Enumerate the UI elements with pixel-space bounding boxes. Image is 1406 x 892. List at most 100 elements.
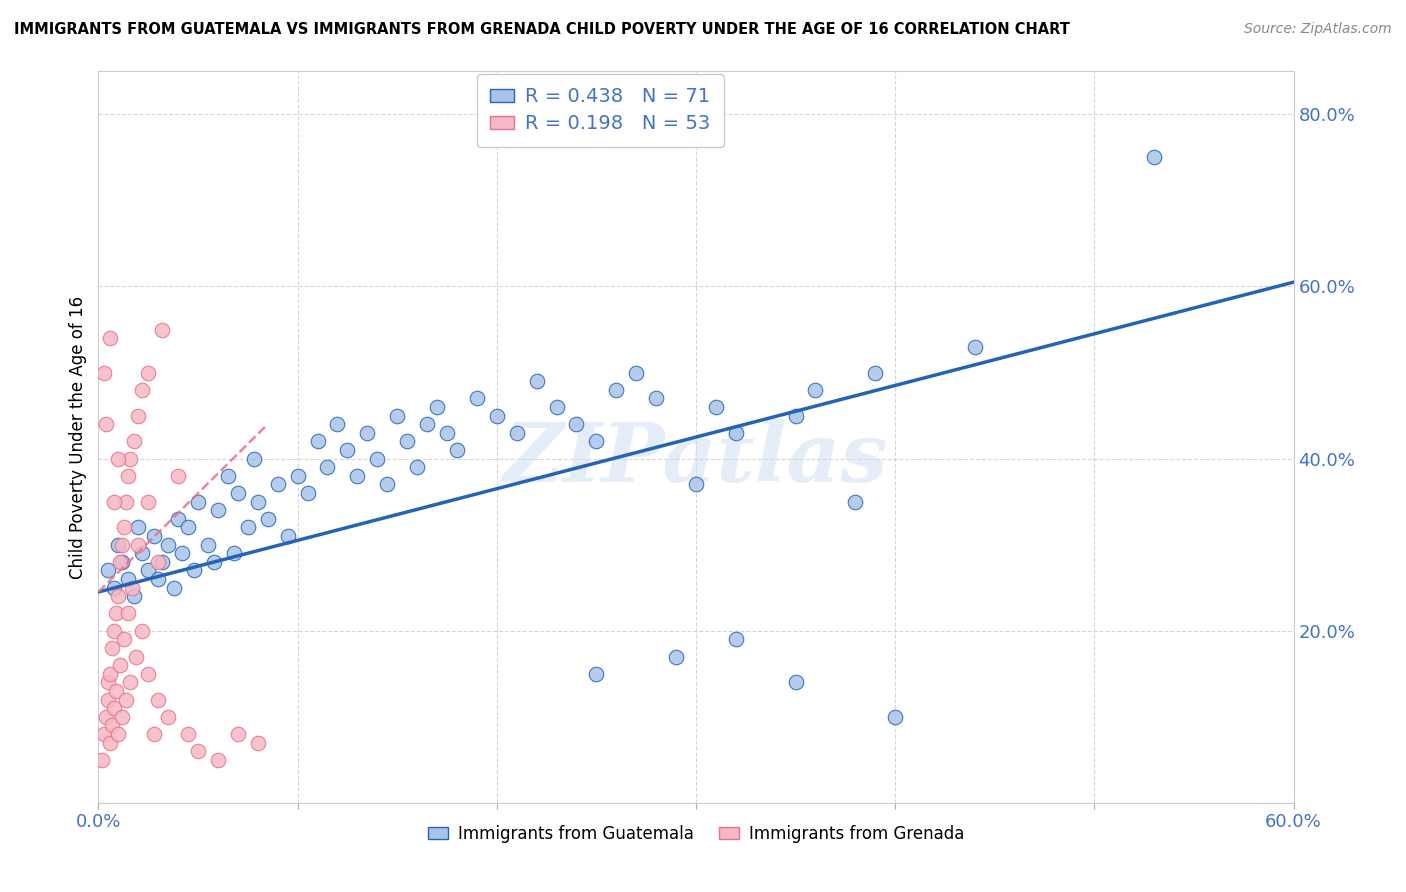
Point — [865, 366, 887, 380]
Point — [115, 494, 138, 508]
Point — [117, 607, 139, 621]
Point — [565, 417, 588, 432]
Point — [356, 425, 378, 440]
Point — [98, 666, 122, 681]
Point — [124, 434, 146, 449]
Point — [101, 718, 124, 732]
Point — [97, 564, 120, 578]
Point — [267, 477, 290, 491]
Point — [107, 589, 129, 603]
Point — [110, 658, 132, 673]
Point — [436, 425, 458, 440]
Point — [326, 417, 349, 432]
Point — [117, 468, 139, 483]
Point — [375, 477, 398, 491]
Point — [105, 607, 128, 621]
Point — [226, 727, 249, 741]
Point — [785, 409, 807, 423]
Point — [127, 538, 149, 552]
Point — [197, 538, 219, 552]
Point — [665, 649, 688, 664]
Point — [103, 624, 125, 638]
Point — [785, 675, 807, 690]
Point — [121, 581, 143, 595]
Point — [605, 383, 627, 397]
Point — [246, 494, 269, 508]
Point — [177, 520, 200, 534]
Point — [107, 451, 129, 466]
Point — [167, 512, 190, 526]
Point — [297, 486, 319, 500]
Point — [183, 564, 205, 578]
Point — [385, 409, 409, 423]
Point — [506, 425, 529, 440]
Legend: Immigrants from Guatemala, Immigrants from Grenada: Immigrants from Guatemala, Immigrants fr… — [422, 818, 970, 849]
Point — [136, 564, 159, 578]
Point — [626, 366, 648, 380]
Text: Source: ZipAtlas.com: Source: ZipAtlas.com — [1244, 22, 1392, 37]
Point — [105, 684, 128, 698]
Point — [103, 581, 125, 595]
Point — [111, 538, 134, 552]
Point — [115, 692, 138, 706]
Point — [222, 546, 245, 560]
Point — [585, 666, 607, 681]
Point — [107, 727, 129, 741]
Point — [150, 322, 173, 336]
Point — [277, 529, 299, 543]
Point — [96, 710, 118, 724]
Point — [143, 727, 166, 741]
Point — [131, 383, 153, 397]
Point — [98, 735, 122, 749]
Point — [112, 632, 135, 647]
Point — [207, 753, 229, 767]
Point — [97, 692, 120, 706]
Point — [645, 392, 668, 406]
Point — [167, 468, 190, 483]
Point — [446, 442, 468, 457]
Point — [316, 460, 339, 475]
Point — [163, 581, 186, 595]
Point — [110, 555, 132, 569]
Point — [177, 727, 200, 741]
Text: IMMIGRANTS FROM GUATEMALA VS IMMIGRANTS FROM GRENADA CHILD POVERTY UNDER THE AGE: IMMIGRANTS FROM GUATEMALA VS IMMIGRANTS … — [14, 22, 1070, 37]
Point — [724, 632, 747, 647]
Point — [148, 692, 170, 706]
Point — [246, 735, 269, 749]
Point — [804, 383, 827, 397]
Point — [150, 555, 173, 569]
Point — [172, 546, 194, 560]
Point — [93, 366, 115, 380]
Point — [91, 753, 114, 767]
Point — [107, 538, 129, 552]
Point — [287, 468, 309, 483]
Point — [256, 512, 278, 526]
Point — [884, 710, 907, 724]
Point — [243, 451, 266, 466]
Point — [101, 640, 124, 655]
Point — [98, 331, 122, 345]
Point — [120, 451, 142, 466]
Point — [396, 434, 419, 449]
Point — [465, 392, 488, 406]
Point — [97, 675, 120, 690]
Text: ZIPatlas: ZIPatlas — [503, 419, 889, 499]
Point — [307, 434, 329, 449]
Point — [131, 624, 153, 638]
Point — [336, 442, 359, 457]
Point — [103, 494, 125, 508]
Point — [685, 477, 707, 491]
Point — [117, 572, 139, 586]
Point — [103, 701, 125, 715]
Point — [226, 486, 249, 500]
Point — [1143, 150, 1166, 164]
Point — [148, 555, 170, 569]
Point — [131, 546, 153, 560]
Point — [127, 520, 149, 534]
Point — [124, 589, 146, 603]
Point — [346, 468, 368, 483]
Point — [136, 494, 159, 508]
Point — [111, 710, 134, 724]
Point — [416, 417, 439, 432]
Point — [546, 400, 568, 414]
